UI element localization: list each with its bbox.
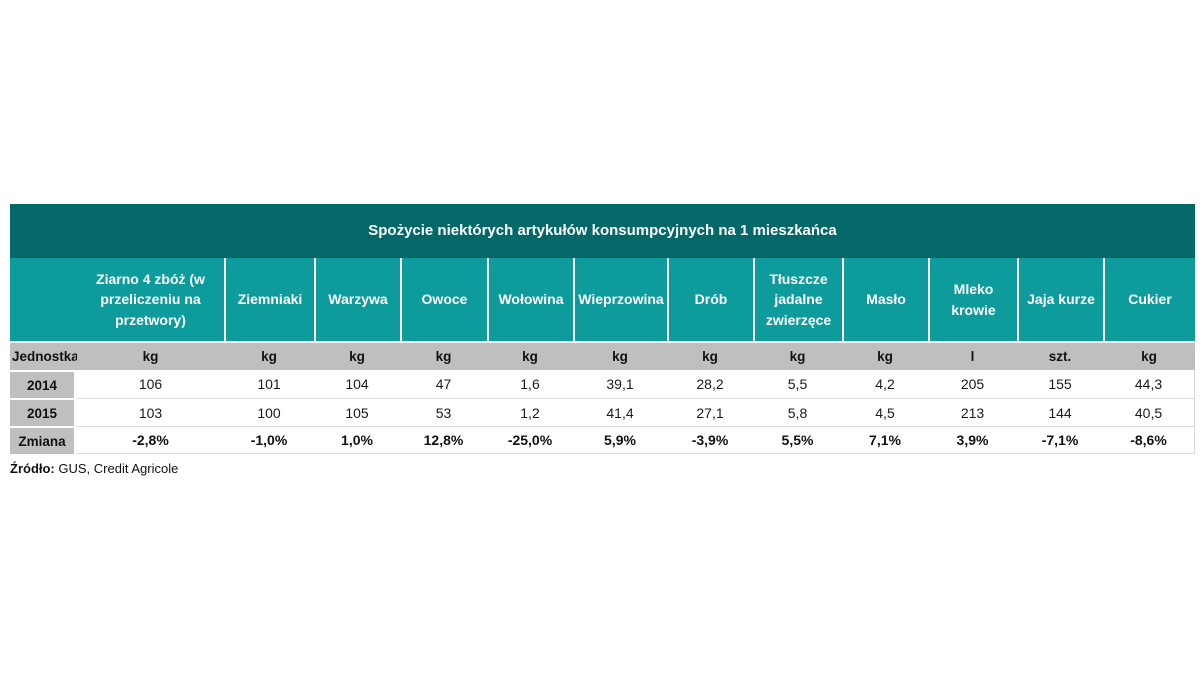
header-empty-cell — [10, 258, 77, 343]
value-cell: 12,8% — [400, 426, 487, 454]
value-cell: 105 — [314, 398, 400, 426]
consumption-table: Spożycie niektórych artykułów konsumpcyj… — [10, 204, 1195, 476]
unit-cell: kg — [224, 343, 314, 370]
source-text: GUS, Credit Agricole — [54, 461, 179, 476]
source-label: Źródło: — [10, 461, 55, 476]
value-cell: 28,2 — [667, 370, 753, 398]
value-cell: 205 — [928, 370, 1017, 398]
unit-cell: kg — [842, 343, 928, 370]
column-header-wolowina: Wołowina — [487, 258, 573, 343]
value-cell: 155 — [1017, 370, 1103, 398]
unit-cell: kg — [1103, 343, 1195, 370]
unit-cell: kg — [573, 343, 667, 370]
column-header-owoce: Owoce — [400, 258, 487, 343]
unit-row: Jednostka kg kg kg kg kg kg kg kg kg l s… — [10, 343, 1195, 370]
table-row-zmiana: Zmiana -2,8% -1,0% 1,0% 12,8% -25,0% 5,9… — [10, 426, 1195, 454]
value-cell: 101 — [224, 370, 314, 398]
row-label: 2015 — [10, 398, 77, 426]
value-cell: 100 — [224, 398, 314, 426]
column-header-ziarno: Ziarno 4 zbóż (w przeliczeniu na przetwo… — [77, 258, 224, 343]
unit-cell: l — [928, 343, 1017, 370]
table-row-2014: 2014 106 101 104 47 1,6 39,1 28,2 5,5 4,… — [10, 370, 1195, 398]
value-cell: -2,8% — [77, 426, 224, 454]
value-cell: -8,6% — [1103, 426, 1195, 454]
value-cell: -3,9% — [667, 426, 753, 454]
column-header-row: Ziarno 4 zbóż (w przeliczeniu na przetwo… — [10, 258, 1195, 343]
column-header-maslo: Masło — [842, 258, 928, 343]
unit-cell: kg — [77, 343, 224, 370]
unit-cell: kg — [314, 343, 400, 370]
value-cell: 1,2 — [487, 398, 573, 426]
value-cell: 5,5% — [753, 426, 842, 454]
value-cell: 4,5 — [842, 398, 928, 426]
column-header-wieprzowina: Wieprzowina — [573, 258, 667, 343]
table-row-2015: 2015 103 100 105 53 1,2 41,4 27,1 5,8 4,… — [10, 398, 1195, 426]
value-cell: 44,3 — [1103, 370, 1195, 398]
value-cell: 47 — [400, 370, 487, 398]
column-header-warzywa: Warzywa — [314, 258, 400, 343]
value-cell: 106 — [77, 370, 224, 398]
row-label: Zmiana — [10, 426, 77, 454]
value-cell: -25,0% — [487, 426, 573, 454]
table-title: Spożycie niektórych artykułów konsumpcyj… — [10, 204, 1195, 258]
value-cell: 5,8 — [753, 398, 842, 426]
value-cell: -7,1% — [1017, 426, 1103, 454]
value-cell: 27,1 — [667, 398, 753, 426]
value-cell: 3,9% — [928, 426, 1017, 454]
data-grid: Ziarno 4 zbóż (w przeliczeniu na przetwo… — [10, 258, 1195, 454]
column-header-cukier: Cukier — [1103, 258, 1195, 343]
value-cell: 213 — [928, 398, 1017, 426]
unit-cell: kg — [487, 343, 573, 370]
value-cell: 7,1% — [842, 426, 928, 454]
value-cell: 5,5 — [753, 370, 842, 398]
value-cell: 144 — [1017, 398, 1103, 426]
unit-cell: kg — [753, 343, 842, 370]
column-header-tluszcze: Tłuszcze jadalne zwierzęce — [753, 258, 842, 343]
unit-cell: szt. — [1017, 343, 1103, 370]
unit-cell: kg — [667, 343, 753, 370]
value-cell: 1,0% — [314, 426, 400, 454]
value-cell: -1,0% — [224, 426, 314, 454]
unit-row-label: Jednostka — [10, 343, 77, 370]
column-header-jaja: Jaja kurze — [1017, 258, 1103, 343]
column-header-mleko: Mleko krowie — [928, 258, 1017, 343]
value-cell: 5,9% — [573, 426, 667, 454]
column-header-drob: Drób — [667, 258, 753, 343]
column-header-ziemniaki: Ziemniaki — [224, 258, 314, 343]
value-cell: 4,2 — [842, 370, 928, 398]
value-cell: 39,1 — [573, 370, 667, 398]
value-cell: 40,5 — [1103, 398, 1195, 426]
value-cell: 41,4 — [573, 398, 667, 426]
value-cell: 53 — [400, 398, 487, 426]
value-cell: 103 — [77, 398, 224, 426]
row-label: 2014 — [10, 370, 77, 398]
value-cell: 104 — [314, 370, 400, 398]
unit-cell: kg — [400, 343, 487, 370]
source-note: Źródło: GUS, Credit Agricole — [10, 461, 1195, 476]
value-cell: 1,6 — [487, 370, 573, 398]
